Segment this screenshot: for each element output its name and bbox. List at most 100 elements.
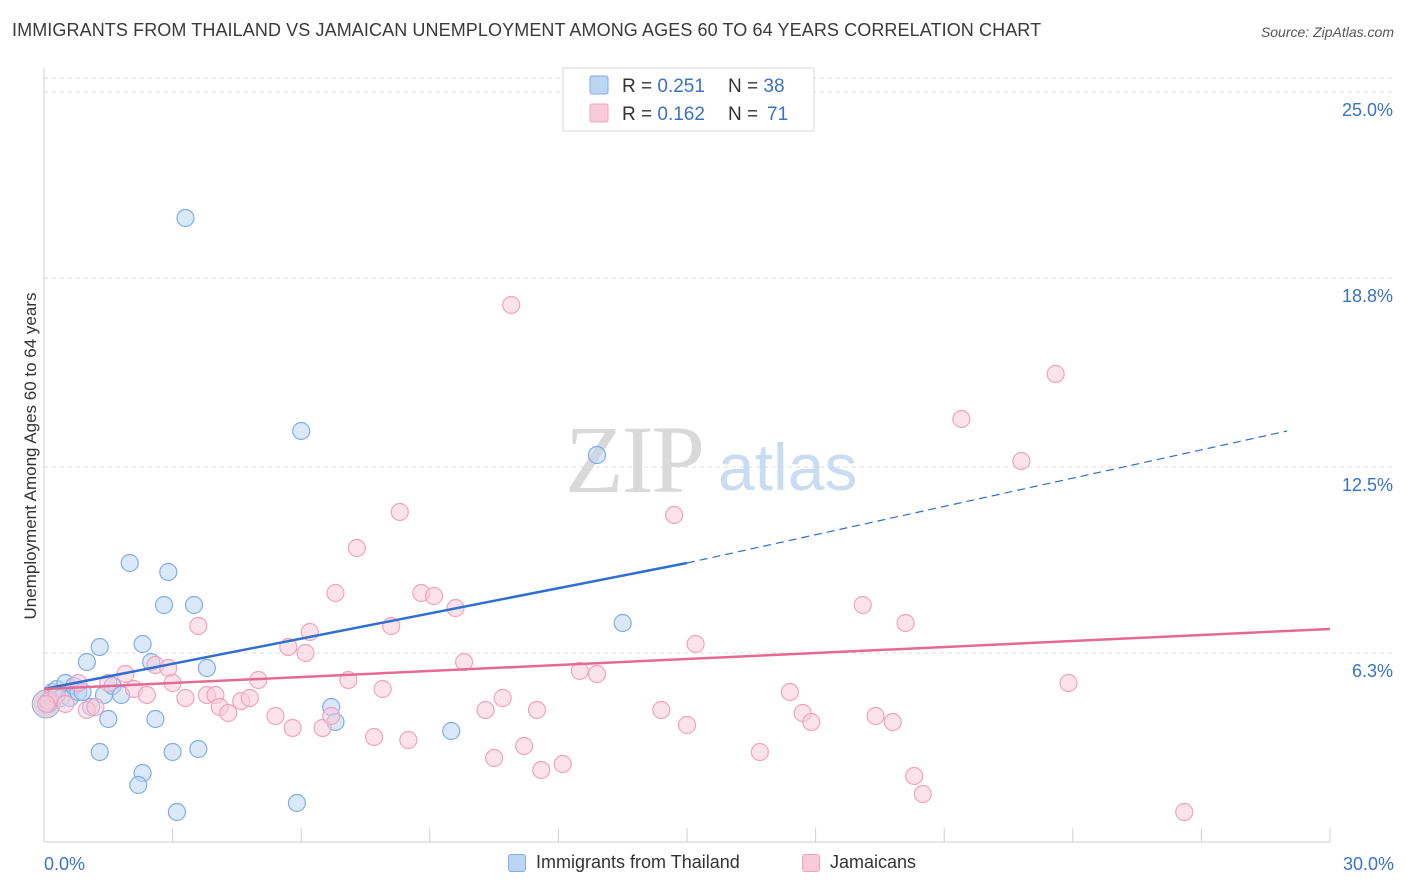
x-ticks [43, 828, 1331, 842]
jamaicans-point [1175, 802, 1194, 822]
y-tick-label: 12.5% [1342, 475, 1393, 495]
jamaicans-point [326, 583, 345, 603]
y-tick-label: 18.8% [1342, 286, 1393, 306]
trend-line-thailand-projection [686, 430, 1288, 564]
series-jamaicans-points [37, 295, 1194, 822]
jamaicans-point [677, 715, 697, 735]
jamaicans-point [532, 760, 551, 780]
legend-r-value-thailand: 0.251 [657, 76, 705, 97]
watermark-zip: ZIP [565, 406, 703, 513]
legend-series: Immigrants from Thailand Jamaicans [0, 852, 1406, 876]
jamaicans-point [159, 658, 178, 678]
legend-n-value-thailand: 38 [763, 76, 784, 97]
thailand-point [184, 595, 204, 615]
thailand-point [163, 742, 182, 762]
legend-swatch-thailand [589, 75, 609, 95]
source-label: Source: ZipAtlas.com [1260, 24, 1394, 40]
jamaicans-point [390, 502, 409, 522]
legend-r-label-jamaicans: R = [622, 104, 657, 125]
chart-title: IMMIGRANTS FROM THAILAND VS JAMAICAN UNE… [12, 20, 1042, 40]
thailand-point [287, 793, 307, 813]
jamaicans-point [364, 727, 384, 747]
jamaicans-point [853, 595, 872, 615]
thailand-point [154, 595, 174, 615]
jamaicans-point [1012, 451, 1031, 471]
jamaicans-point [502, 295, 521, 315]
thailand-point [442, 721, 461, 741]
jamaicans-point [802, 712, 821, 732]
jamaicans-point [652, 700, 671, 720]
legend-bottom-swatch-thailand [508, 853, 526, 872]
legend-stats: R = 0.251 N = 38 R = 0.162 N = 71 [562, 67, 815, 132]
x-tick-label-min: 0.0% [44, 854, 85, 874]
legend-n-label-thailand: N = [728, 76, 763, 97]
jamaicans-point [750, 742, 769, 762]
y-tick-label: 25.0% [1342, 100, 1393, 120]
thailand-point [292, 421, 311, 441]
thailand-point [90, 637, 109, 657]
trend-line-jamaicans [43, 627, 1331, 691]
jamaicans-point [493, 688, 512, 708]
jamaicans-point [476, 700, 495, 720]
legend-n-label-jamaicans: N = [728, 104, 763, 125]
legend-r-label-thailand: R = [622, 76, 657, 97]
jamaicans-point [1046, 364, 1065, 384]
watermark: ZIP atlas [565, 406, 857, 513]
jamaicans-point [570, 661, 589, 681]
thailand-point [176, 208, 195, 228]
trend-line-thailand [43, 561, 688, 691]
gridlines [44, 77, 1394, 654]
thailand-point [613, 613, 632, 633]
jamaicans-point [883, 712, 902, 732]
thailand-point [159, 562, 178, 582]
legend-item-jamaicans: Jamaicans [802, 852, 916, 873]
jamaicans-point [515, 736, 534, 756]
thailand-point [189, 739, 208, 759]
jamaicans-point [686, 634, 705, 654]
jamaicans-point [322, 706, 341, 726]
jamaicans-point [266, 706, 285, 726]
jamaicans-point [1059, 673, 1078, 693]
jamaicans-point [399, 730, 418, 750]
jamaicans-point [913, 784, 932, 804]
legend-bottom-swatch-jamaicans [802, 853, 820, 872]
jamaicans-point [56, 694, 75, 714]
legend-item-thailand: Immigrants from Thailand [508, 852, 740, 873]
trend-lines [43, 430, 1331, 691]
jamaicans-point [283, 718, 302, 738]
y-tick-label: 6.3% [1352, 661, 1393, 681]
thailand-point [129, 775, 148, 795]
jamaicans-point [866, 706, 885, 726]
jamaicans-point [37, 694, 56, 714]
jamaicans-point [587, 664, 607, 684]
jamaicans-point [137, 685, 156, 705]
legend-n-value-jamaicans: 71 [767, 104, 788, 125]
legend-label-jamaicans: Jamaicans [830, 852, 917, 872]
legend-label-thailand: Immigrants from Thailand [536, 852, 740, 872]
jamaicans-point [424, 586, 444, 606]
thailand-point [77, 652, 96, 672]
jamaicans-point [240, 688, 259, 708]
jamaicans-point [189, 616, 208, 636]
jamaicans-point [296, 643, 315, 663]
x-tick-label-max: 30.0% [1343, 854, 1394, 874]
watermark-atlas: atlas [718, 430, 857, 504]
jamaicans-point [373, 679, 392, 699]
thailand-point [197, 658, 216, 678]
jamaicans-point [86, 697, 105, 717]
jamaicans-point [347, 538, 367, 558]
y-tick-labels: 6.3% 12.5% 18.8% 25.0% [1342, 100, 1393, 681]
jamaicans-point [527, 700, 547, 720]
jamaicans-point [905, 766, 924, 786]
jamaicans-point [896, 613, 915, 633]
thailand-point [167, 802, 186, 822]
legend-swatch-jamaicans [589, 103, 609, 123]
jamaicans-point [952, 409, 971, 429]
jamaicans-point [665, 505, 684, 525]
legend-r-value-jamaicans: 0.162 [657, 104, 705, 125]
thailand-point [133, 634, 152, 654]
thailand-point [99, 709, 118, 729]
